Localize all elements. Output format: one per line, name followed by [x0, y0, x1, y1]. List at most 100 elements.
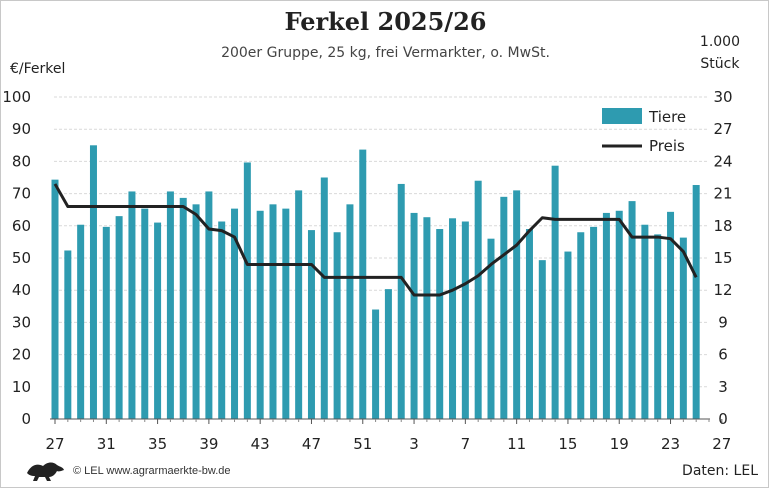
bar: [551, 165, 559, 419]
bar: [205, 191, 213, 419]
x-tick-label: 43: [251, 435, 270, 453]
bar: [77, 224, 85, 419]
bar: [590, 226, 598, 419]
right-tick-label: 15: [713, 249, 732, 267]
footer-data-source: Daten: LEL: [682, 463, 758, 479]
bar: [256, 210, 264, 419]
bar: [538, 260, 546, 419]
bar: [102, 226, 110, 419]
bar: [679, 237, 687, 419]
right-tick-label: 30: [713, 88, 732, 106]
right-tick-label: 9: [718, 313, 728, 331]
left-tick-label: 30: [12, 313, 31, 331]
bar: [692, 185, 700, 419]
x-tick-label: 19: [610, 435, 629, 453]
x-tick-label: 39: [199, 435, 218, 453]
right-tick-label: 0: [718, 410, 728, 428]
x-tick-label: 23: [661, 435, 680, 453]
bar: [461, 221, 469, 419]
legend-swatch-tiere: [602, 108, 642, 124]
x-tick-label: 47: [302, 435, 321, 453]
x-tick-label: 15: [558, 435, 577, 453]
left-tick-label: 100: [2, 88, 31, 106]
left-tick-label: 80: [12, 152, 31, 170]
x-tick-label: 27: [712, 435, 731, 453]
bar: [154, 222, 162, 419]
bar: [564, 251, 572, 419]
bar: [89, 145, 97, 420]
right-tick-label: 21: [713, 185, 732, 203]
bar: [628, 201, 636, 419]
bar: [295, 190, 303, 419]
bar: [282, 208, 290, 419]
bar: [654, 234, 662, 419]
bar: [397, 183, 405, 419]
bar: [384, 289, 392, 419]
bar: [525, 229, 533, 419]
bar: [141, 208, 149, 419]
bar: [641, 224, 649, 419]
right-tick-label: 6: [718, 346, 728, 364]
bar: [243, 162, 251, 419]
bar: [115, 216, 123, 419]
right-axis-label: 1.000 Stück: [700, 31, 740, 75]
footer-source: © LEL www.agrarmaerkte-bw.de: [73, 465, 231, 477]
bar: [128, 191, 136, 419]
bar: [436, 229, 444, 419]
left-tick-label: 40: [12, 281, 31, 299]
x-tick-label: 11: [507, 435, 526, 453]
right-tick-label: 24: [713, 152, 732, 170]
x-tick-label: 27: [45, 435, 64, 453]
series-line-preis: [53, 183, 698, 297]
right-tick-label: 12: [713, 281, 732, 299]
x-tick-label: 31: [97, 435, 116, 453]
bar: [51, 179, 59, 419]
bar: [577, 232, 585, 419]
bar: [513, 190, 521, 419]
bar: [615, 210, 623, 419]
left-tick-label: 10: [12, 378, 31, 396]
lion-logo-icon: [25, 459, 65, 487]
x-tick-label: 7: [461, 435, 471, 453]
bar: [500, 196, 508, 419]
chart-subtitle: 200er Gruppe, 25 kg, frei Vermarkter, o.…: [221, 45, 550, 61]
bar: [346, 204, 354, 419]
bar: [218, 221, 226, 419]
bar: [307, 230, 315, 419]
bar: [269, 204, 277, 419]
right-tick-label: 27: [713, 120, 732, 138]
bar: [474, 180, 482, 419]
bar: [333, 232, 341, 419]
x-tick-label: 35: [148, 435, 167, 453]
legend-label-preis: Preis: [649, 137, 685, 155]
bar: [449, 218, 457, 419]
bar: [410, 212, 418, 419]
bar: [359, 149, 367, 420]
left-tick-label: 0: [21, 410, 31, 428]
x-tick-label: 51: [353, 435, 372, 453]
left-tick-label: 70: [12, 185, 31, 203]
bar: [179, 197, 187, 419]
bar: [320, 177, 328, 419]
left-axis-label: €/Ferkel: [10, 61, 66, 77]
bar: [231, 208, 239, 419]
bar: [192, 204, 200, 419]
chart-title: Ferkel 2025/26: [284, 7, 487, 36]
bar: [602, 212, 610, 419]
bar: [64, 250, 72, 419]
bar: [166, 191, 174, 419]
legend-label-tiere: Tiere: [648, 108, 686, 126]
bar: [423, 217, 431, 419]
right-axis-label-line2: Stück: [700, 56, 740, 72]
right-tick-label: 3: [718, 378, 728, 396]
left-tick-label: 20: [12, 346, 31, 364]
x-tick-label: 3: [409, 435, 419, 453]
left-tick-label: 90: [12, 120, 31, 138]
bar: [372, 309, 380, 419]
right-tick-label: 18: [713, 217, 732, 235]
left-tick-label: 60: [12, 217, 31, 235]
bar: [487, 238, 495, 419]
left-tick-label: 50: [12, 249, 31, 267]
